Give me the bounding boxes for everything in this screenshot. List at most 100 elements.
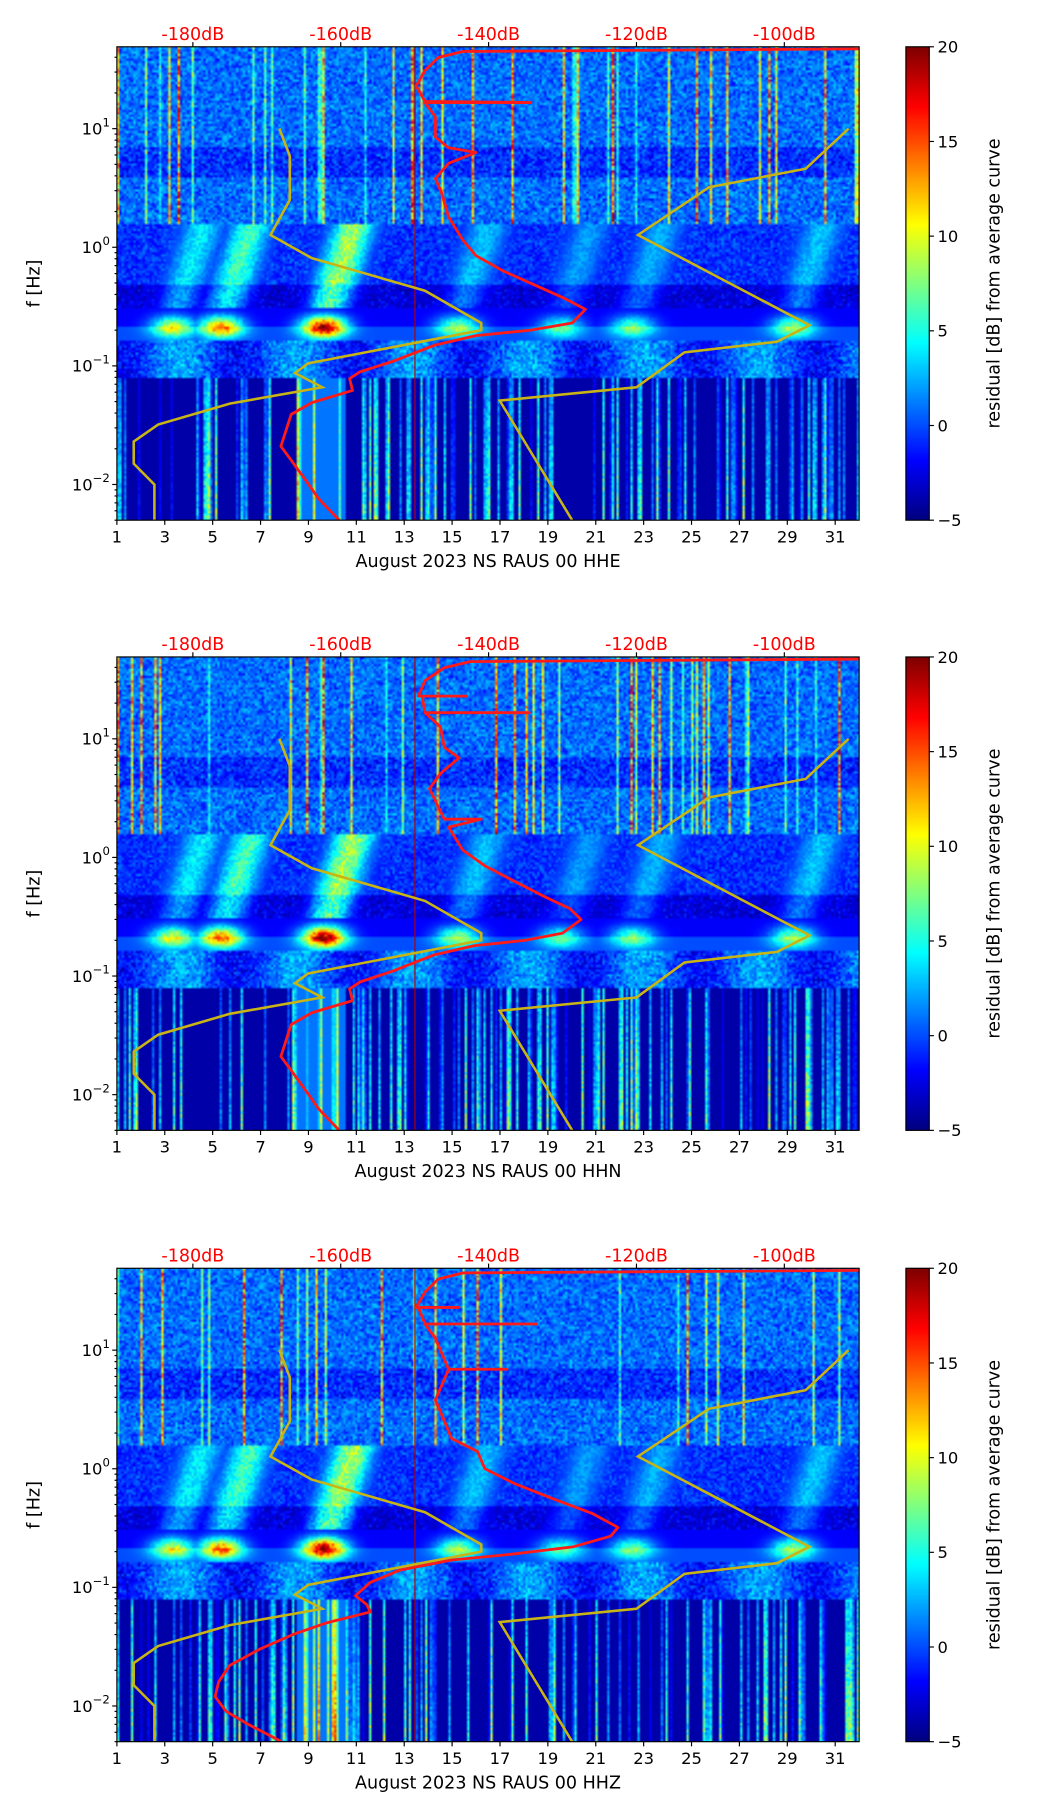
x-tick-label: 23 bbox=[633, 1138, 654, 1157]
y-tick-exponent: 0 bbox=[102, 844, 109, 858]
high-noise-model-line bbox=[497, 127, 850, 521]
low-noise-model-line bbox=[132, 738, 483, 1131]
x-tick-label: 9 bbox=[303, 1138, 313, 1157]
colorbar: −5 0 5 10 15 20 residual [dB] from average cur… bbox=[905, 1259, 1004, 1752]
x-tick-label: 9 bbox=[303, 527, 313, 546]
colorbar: −5 0 5 10 15 20 residual [dB] from average cur… bbox=[905, 648, 1004, 1140]
y-tick-exponent: −2 bbox=[93, 471, 110, 485]
colorbar-gradient bbox=[905, 656, 930, 1131]
x-tick-label: 7 bbox=[255, 527, 265, 546]
x-tick-label: 1 bbox=[112, 527, 122, 546]
x-tick-label: 9 bbox=[303, 1749, 313, 1768]
top-tick-label: -120dB bbox=[605, 635, 668, 655]
y-tick-base: 10 bbox=[72, 475, 93, 494]
x-tick-label: 15 bbox=[442, 527, 463, 546]
x-tick-label: 21 bbox=[585, 1749, 606, 1768]
high-noise-model-line bbox=[497, 737, 850, 1131]
x-tick-label: 25 bbox=[681, 1749, 702, 1768]
x-tick-label: 15 bbox=[442, 1138, 463, 1157]
x-tick-label: 23 bbox=[633, 527, 654, 546]
spectrogram-heatmap bbox=[116, 656, 860, 1131]
x-tick-label: 25 bbox=[681, 1138, 702, 1157]
spectrogram-heatmap bbox=[116, 46, 860, 521]
x-tick-label: 31 bbox=[825, 1749, 846, 1768]
colorbar-tick-label: 10 bbox=[937, 837, 958, 856]
x-tick-label: 29 bbox=[777, 1138, 798, 1157]
colorbar-tick-label: 5 bbox=[937, 932, 947, 951]
high-noise-model-line bbox=[497, 1349, 850, 1742]
x-tick-label: 1 bbox=[112, 1138, 122, 1157]
y-tick-label: 10−1 bbox=[72, 1574, 110, 1597]
x-tick-label: 27 bbox=[729, 527, 750, 546]
y-tick-exponent: 1 bbox=[102, 115, 109, 129]
top-tick-label: -140dB bbox=[457, 1246, 520, 1266]
x-tick-label: 13 bbox=[394, 527, 415, 546]
top-tick-label: -160dB bbox=[309, 635, 372, 655]
y-tick-label: 10−2 bbox=[72, 1693, 110, 1716]
x-axis-label: August 2023 NS RAUS 00 HHE bbox=[356, 552, 621, 572]
y-axis-label: f [Hz] bbox=[25, 870, 45, 918]
x-tick-label: 3 bbox=[160, 1749, 170, 1768]
colorbar-tick-label: 20 bbox=[937, 648, 958, 667]
colorbar-gradient bbox=[905, 1268, 930, 1742]
x-tick-label: 31 bbox=[825, 1138, 846, 1157]
y-tick-label: 10−2 bbox=[72, 1081, 110, 1104]
x-tick-label: 11 bbox=[346, 1749, 367, 1768]
y-tick-label: 101 bbox=[82, 115, 110, 138]
top-tick-label: -180dB bbox=[161, 635, 224, 655]
y-tick-exponent: −2 bbox=[93, 1081, 110, 1095]
top-tick-label: -100dB bbox=[753, 25, 816, 45]
y-tick-base: 10 bbox=[72, 967, 93, 986]
y-tick-base: 10 bbox=[82, 1341, 103, 1360]
x-tick-label: 27 bbox=[729, 1138, 750, 1157]
colorbar: −5 0 5 10 15 20 residual [dB] from average cur… bbox=[905, 38, 1004, 530]
low-noise-model-line bbox=[132, 128, 483, 521]
y-tick-base: 10 bbox=[72, 1085, 93, 1104]
colorbar-frame bbox=[905, 656, 930, 1131]
y-tick-exponent: −1 bbox=[93, 1574, 110, 1588]
spectrogram-heatmap bbox=[116, 1268, 860, 1742]
x-tick-label: 15 bbox=[442, 1749, 463, 1768]
colorbar-gradient bbox=[905, 46, 930, 521]
y-tick-label: 10−1 bbox=[72, 353, 110, 376]
y-tick-base: 10 bbox=[72, 1578, 93, 1597]
y-tick-base: 10 bbox=[72, 1697, 93, 1716]
top-tick-label: -140dB bbox=[457, 635, 520, 655]
y-tick-exponent: 0 bbox=[102, 1455, 109, 1469]
x-tick-label: 31 bbox=[825, 527, 846, 546]
low-noise-model-line bbox=[132, 1349, 483, 1742]
x-tick-label: 21 bbox=[585, 1138, 606, 1157]
x-tick-label: 17 bbox=[490, 527, 511, 546]
y-tick-label: 100 bbox=[82, 234, 110, 257]
colorbar-tick-label: 20 bbox=[937, 1259, 958, 1278]
x-tick-label: 13 bbox=[394, 1138, 415, 1157]
x-tick-label: 27 bbox=[729, 1749, 750, 1768]
x-tick-label: 29 bbox=[777, 527, 798, 546]
y-tick-base: 10 bbox=[82, 1460, 103, 1479]
y-axis-label: f [Hz] bbox=[25, 260, 45, 308]
y-tick-base: 10 bbox=[82, 848, 103, 867]
x-tick-label: 21 bbox=[585, 527, 606, 546]
y-tick-label: 100 bbox=[82, 844, 110, 867]
colorbar-tick-label: 15 bbox=[937, 742, 958, 761]
colorbar-label: residual [dB] from average curve bbox=[984, 749, 1004, 1039]
colorbar-tick-label: 0 bbox=[937, 1027, 947, 1046]
psd-curve bbox=[279, 657, 860, 1131]
colorbar-tick-label: −5 bbox=[937, 511, 961, 530]
colorbar-tick-label: 0 bbox=[937, 1638, 947, 1657]
colorbar-tick-label: −5 bbox=[937, 1121, 961, 1140]
colorbar-tick-label: 10 bbox=[937, 227, 958, 246]
y-tick-exponent: −1 bbox=[93, 353, 110, 367]
colorbar-tick-label: −5 bbox=[937, 1733, 961, 1752]
x-tick-label: 19 bbox=[537, 1138, 558, 1157]
x-tick-label: 19 bbox=[537, 1749, 558, 1768]
y-tick-base: 10 bbox=[82, 238, 103, 257]
x-tick-label: 5 bbox=[207, 1749, 217, 1768]
x-tick-label: 17 bbox=[490, 1749, 511, 1768]
top-tick-label: -180dB bbox=[161, 25, 224, 45]
y-tick-base: 10 bbox=[72, 357, 93, 376]
